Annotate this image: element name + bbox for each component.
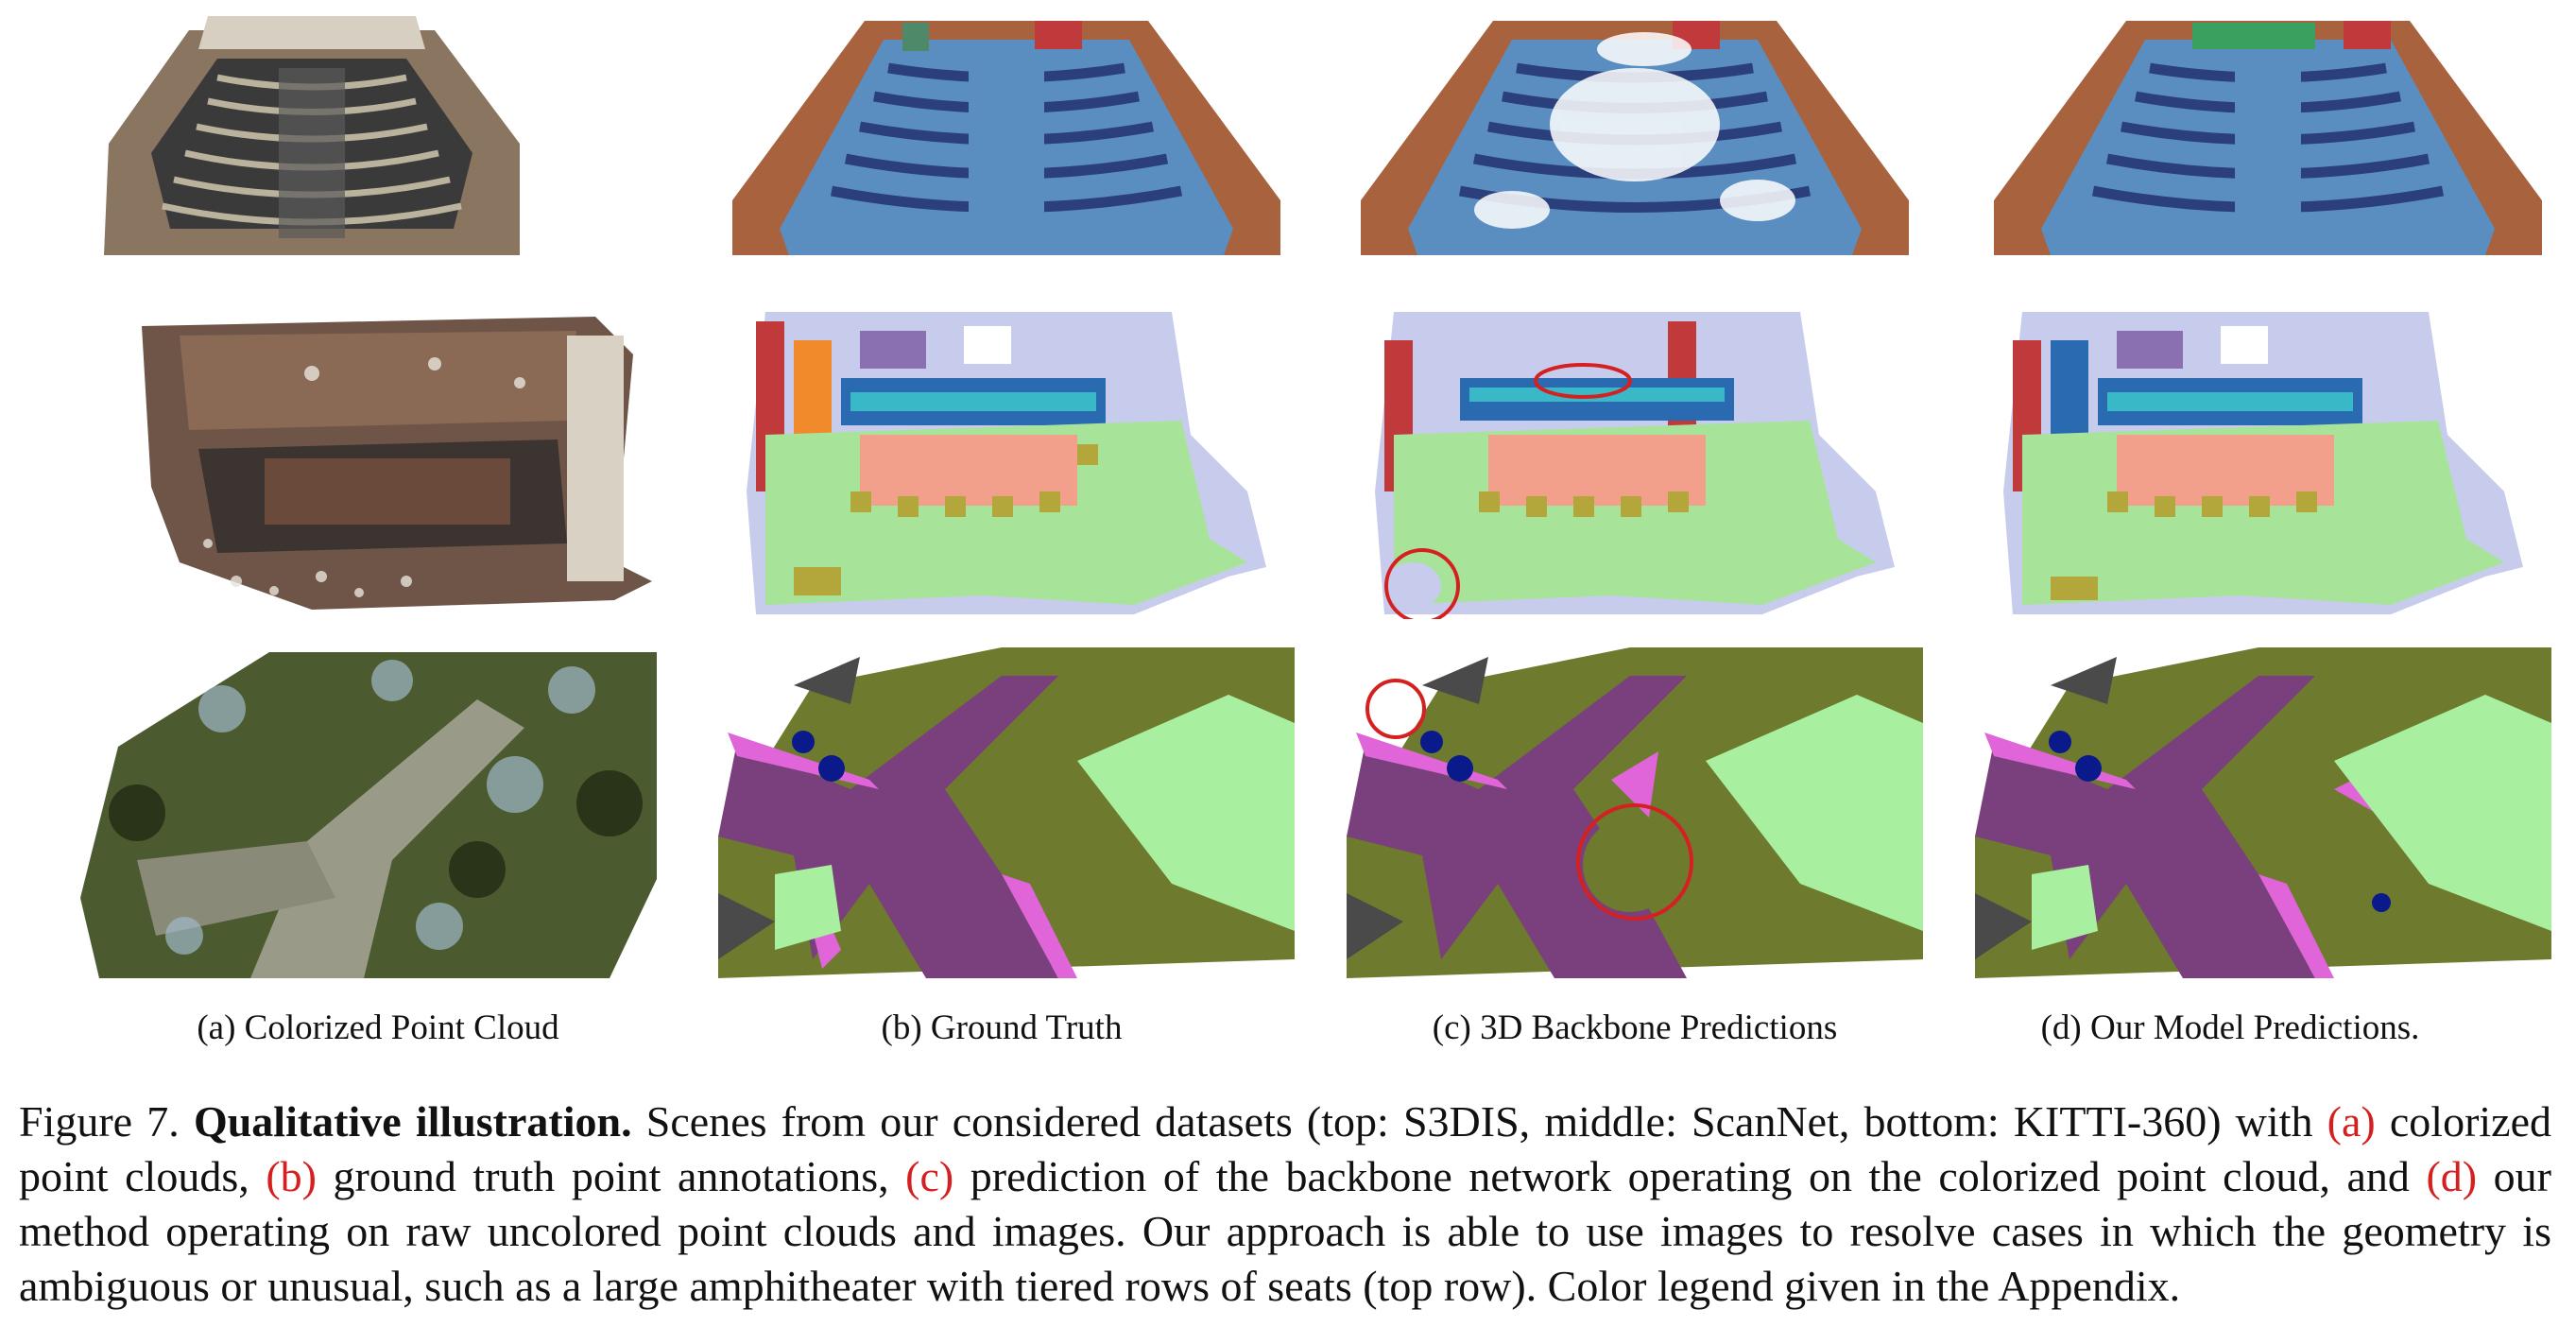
- subcaption-a: (a) Colorized Point Cloud: [197, 1008, 559, 1047]
- error-highlight-circle: [1365, 679, 1426, 739]
- caption-ref-d: (d): [2426, 1152, 2478, 1200]
- caption-ref-c: (c): [905, 1152, 954, 1200]
- error-highlight-circle: [1534, 363, 1632, 399]
- scannet-colorized-panel: [123, 298, 652, 619]
- error-highlight-circle: [1576, 803, 1693, 921]
- figure-caption: Figure 7. Qualitative illustration. Scen…: [19, 1094, 2551, 1314]
- scannet-backbone-panel: [1365, 302, 1914, 619]
- s3dis-ground-truth-panel: [732, 11, 1280, 259]
- kitti-ground-truth-panel: [718, 647, 1295, 978]
- caption-ref-b: (b): [266, 1152, 317, 1200]
- scannet-ground-truth-panel: [737, 302, 1285, 619]
- kitti-backbone-panel: [1347, 647, 1923, 978]
- caption-ref-a: (a): [2327, 1097, 2376, 1146]
- subcaption-b: (b) Ground Truth: [881, 1008, 1123, 1047]
- kitti-our-model-panel: [1975, 647, 2551, 978]
- subcaption-c: (c) 3D Backbone Predictions: [1432, 1008, 1838, 1047]
- caption-text: prediction of the backbone network opera…: [953, 1152, 2427, 1200]
- s3dis-our-model-panel: [1994, 11, 2542, 259]
- caption-label: Figure 7.: [19, 1097, 180, 1146]
- subcaption-d: (d) Our Model Predictions.: [2040, 1008, 2420, 1047]
- scannet-our-model-panel: [1994, 302, 2542, 619]
- error-highlight-circle: [1384, 548, 1460, 619]
- s3dis-backbone-panel: [1361, 11, 1909, 259]
- caption-text: Scenes from our considered datasets (top…: [631, 1097, 2327, 1146]
- caption-text: ground truth point annotations,: [316, 1152, 906, 1200]
- s3dis-colorized-panel: [94, 11, 529, 259]
- kitti-colorized-panel: [80, 652, 657, 978]
- caption-text: colorized point clouds,: [19, 1097, 2551, 1200]
- caption-title: Qualitative illustration.: [193, 1097, 632, 1146]
- figure: (a) Colorized Point Cloud (b) Ground Tru…: [80, 11, 2551, 1047]
- caption-text: our method operating on raw uncolored po…: [19, 1152, 2551, 1310]
